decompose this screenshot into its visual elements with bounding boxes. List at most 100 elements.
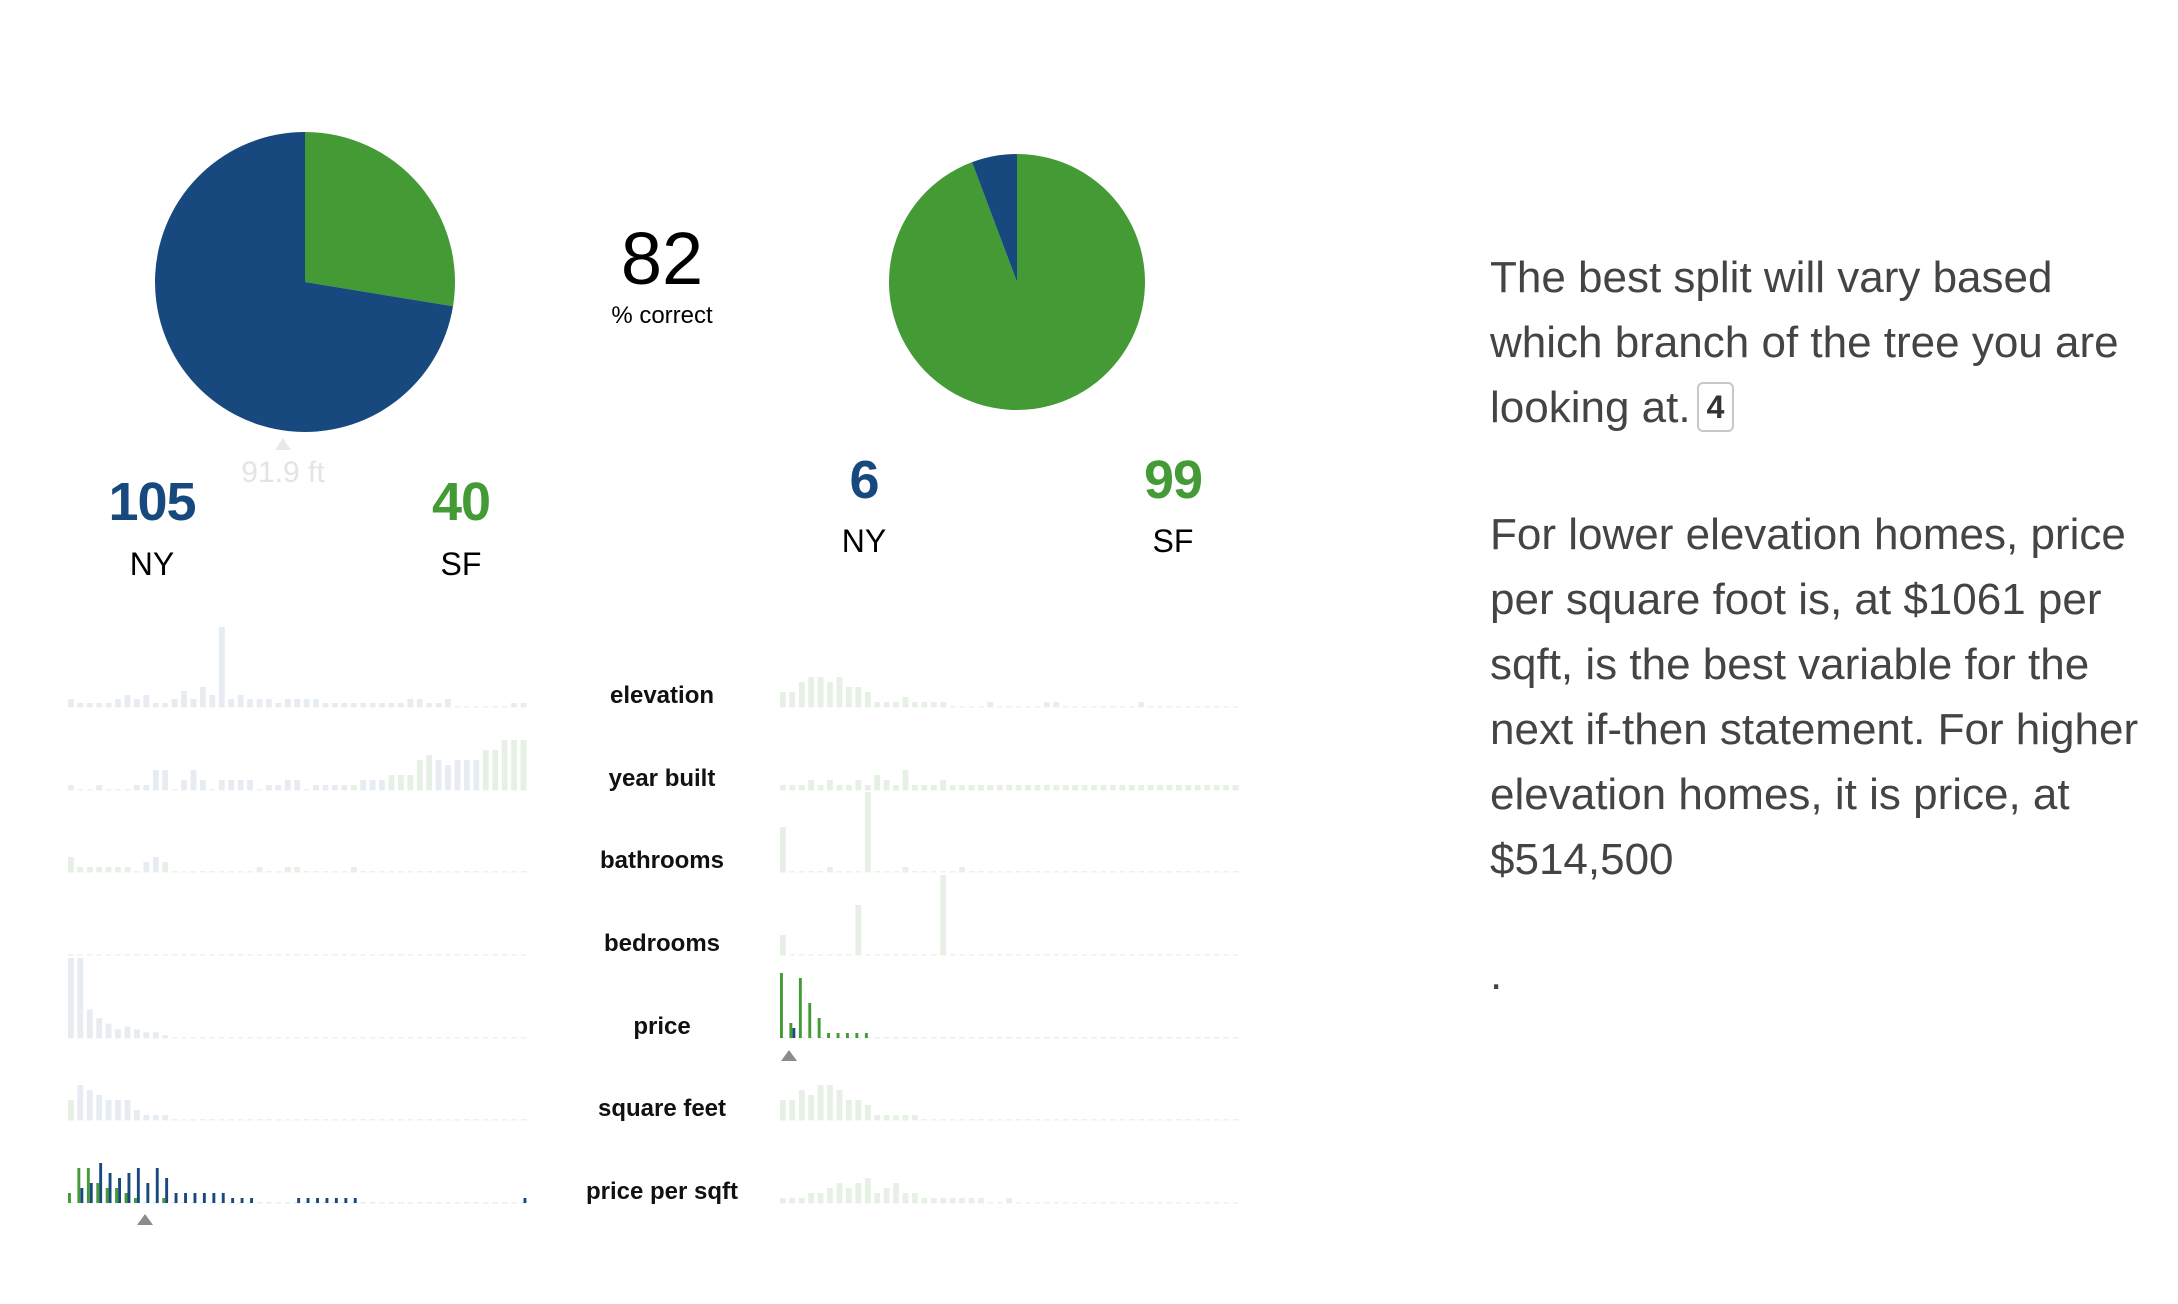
histogram-baseline-tick [86,789,93,791]
histogram-baseline-tick [893,1037,899,1039]
histogram-baseline-tick [1232,954,1239,956]
histogram-baseline-tick [1223,1202,1229,1204]
histogram-baseline-tick [1166,1119,1173,1121]
histogram-baseline-tick [303,871,310,873]
histogram-baseline-tick [407,1202,414,1204]
histogram-baseline-tick [237,871,244,873]
histogram-baseline-tick [134,871,140,873]
histogram-bar-faint [350,867,357,872]
variable-label-year-built: year built [609,765,716,792]
histogram-baseline-tick [1166,1202,1173,1204]
histogram-baseline-tick [426,1119,433,1121]
variable-labels: elevation year built bathrooms bedrooms pric… [586,682,738,1205]
histogram-bar-faint [171,699,178,707]
histogram-bar-faint [827,780,833,790]
histogram-bar-faint [181,691,187,707]
histogram-baseline-tick [1100,706,1107,708]
histogram-bar-faint [284,780,291,790]
histogram-baseline-tick [1015,706,1022,708]
histogram-baseline-tick [77,954,84,956]
variable-label-bathrooms: bathrooms [600,847,724,874]
histogram-bar-faint [855,1100,862,1120]
histogram-bar-sf [68,1193,71,1203]
histogram-bar-faint [96,867,103,872]
histogram-baseline-tick [379,954,385,956]
histogram-baseline-tick [218,1119,225,1121]
histogram-baseline-tick [482,1119,489,1121]
histogram-baseline-tick [303,1037,310,1039]
footnote-badge[interactable]: 4 [1696,382,1735,432]
histogram-baseline-tick [1166,706,1173,708]
histogram-bar-faint [369,780,376,790]
histogram-baseline-tick [407,1037,414,1039]
histogram-bar-sf [115,1188,118,1203]
histogram-baseline-tick [1100,1202,1107,1204]
histogram-baseline-tick [959,1037,965,1039]
variable-label-price: price [633,1013,690,1040]
histogram-baseline-tick [1147,954,1154,956]
histogram-baseline-tick [482,954,489,956]
histogram-bar-faint [968,1198,975,1203]
histogram-baseline-tick [1185,871,1192,873]
histogram-bar-faint [940,1198,947,1203]
histogram-baseline-tick [209,1119,216,1121]
histogram-baseline-tick [1176,954,1182,956]
histogram-bar-faint [893,1183,899,1203]
histogram-baseline-tick [1232,1037,1239,1039]
histogram-bar-faint [237,780,244,790]
histogram-baseline-tick [398,1202,404,1204]
histogram-baseline-tick [1100,1037,1107,1039]
histogram-bar-faint [1044,785,1050,790]
histogram-bar-faint [978,785,984,790]
histogram-baseline-tick [1119,954,1126,956]
histogram-baseline-tick [435,1037,442,1039]
histogram-baseline-tick [1223,1037,1229,1039]
histogram-baseline-tick [256,789,263,791]
histogram-bar-faint [789,1100,796,1120]
histogram-baseline-tick [1223,706,1229,708]
histogram-baseline-tick [511,1037,517,1039]
histogram-bar-faint [228,780,235,790]
histogram-baseline-tick [978,1119,984,1121]
histogram-baseline-tick [266,1202,272,1204]
histogram-bar-faint [1062,785,1069,790]
histogram-bar-faint [780,785,786,790]
percent-correct-label: % correct [611,302,713,329]
histogram-bar-faint [105,1100,112,1120]
histogram-bar-faint [1025,785,1031,790]
histogram-baseline-tick [1006,954,1013,956]
histogram-baseline-tick [190,1037,197,1039]
histogram-baseline-tick [1072,706,1079,708]
histogram-baseline-tick [379,871,385,873]
histogram-bar-faint [266,785,272,790]
histogram-bar-faint [808,1193,815,1203]
pie-left-slice-sf [305,132,455,307]
histogram-baseline-tick [416,871,423,873]
histogram-baseline-tick [1138,1202,1145,1204]
histogram-baseline-tick [209,871,216,873]
right-branch-pie-chart [888,154,1145,410]
histogram-baseline-tick [482,871,489,873]
histogram-bar-faint [303,699,310,707]
histogram-bar-faint [874,1193,881,1203]
histogram-baseline-tick [426,871,433,873]
histogram-bar-faint [143,1032,150,1038]
histogram-bar-ny [146,1183,150,1203]
histogram-baseline-tick [322,1037,329,1039]
histogram-bar-faint [275,785,282,790]
histogram-bar-faint [152,703,159,707]
histogram-baseline-tick [124,789,131,791]
histogram-bar-faint [322,785,329,790]
histogram-bar-faint [445,699,451,707]
histogram-baseline-tick [266,954,272,956]
histogram-bar-faint [902,770,909,790]
histogram-baseline-tick [181,954,187,956]
histogram-bar-faint [501,740,508,790]
histogram-bar-faint [864,1178,871,1203]
histogram-baseline-tick [1110,1202,1116,1204]
histogram-baseline-tick [520,1037,527,1039]
histogram-baseline-tick [379,1202,385,1204]
histogram-baseline-tick [949,954,956,956]
histogram-baseline-tick [501,1119,508,1121]
histogram-baseline-tick [883,1037,890,1039]
